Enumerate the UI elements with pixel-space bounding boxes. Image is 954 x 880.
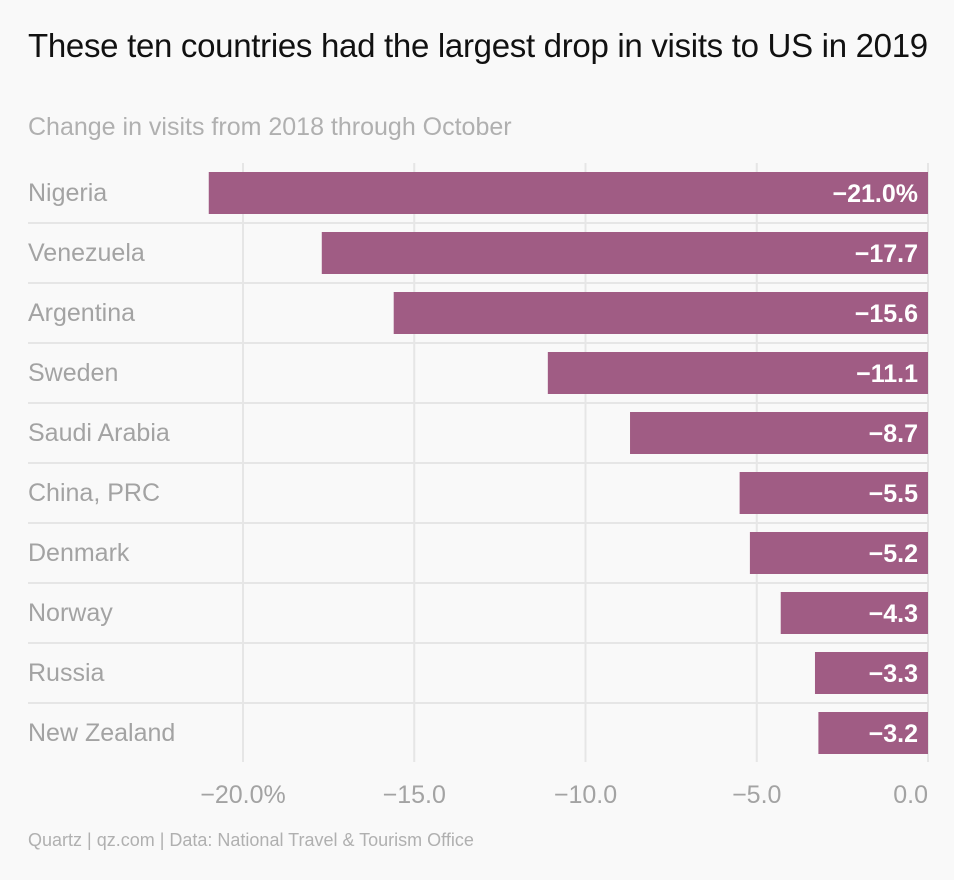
- category-label: China, PRC: [28, 479, 160, 507]
- bar: [739, 472, 928, 514]
- category-label: Russia: [28, 659, 105, 687]
- category-label: New Zealand: [28, 719, 175, 747]
- category-label: Saudi Arabia: [28, 419, 170, 447]
- bar: [749, 532, 928, 574]
- category-label: Sweden: [28, 359, 118, 387]
- bar: [393, 292, 928, 334]
- x-tick-label: 0.0: [893, 781, 928, 809]
- bar: [208, 172, 928, 214]
- source-footer: Quartz | qz.com | Data: National Travel …: [28, 830, 474, 850]
- category-label: Argentina: [28, 299, 135, 327]
- value-label: −21.0%: [833, 180, 919, 208]
- value-label: −4.3: [869, 600, 918, 628]
- bar: [321, 232, 928, 274]
- x-tick-label: −15.0: [383, 781, 446, 809]
- category-label: Norway: [28, 599, 113, 627]
- bar: [818, 712, 928, 754]
- x-tick-label: −10.0: [554, 781, 617, 809]
- value-label: −8.7: [869, 420, 918, 448]
- x-tick-label: −5.0: [732, 781, 781, 809]
- value-label: −3.3: [869, 660, 918, 688]
- bar: [547, 352, 928, 394]
- category-label: Venezuela: [28, 239, 145, 267]
- value-label: −3.2: [869, 720, 918, 748]
- value-label: −5.5: [869, 480, 918, 508]
- chart-subtitle: Change in visits from 2018 through Octob…: [28, 113, 512, 141]
- value-label: −17.7: [855, 240, 918, 268]
- value-label: −15.6: [855, 300, 918, 328]
- x-tick-label: −20.0%: [200, 781, 286, 809]
- category-label: Denmark: [28, 539, 130, 567]
- value-label: −11.1: [856, 360, 918, 388]
- bar: [780, 592, 928, 634]
- chart-title: These ten countries had the largest drop…: [28, 27, 928, 64]
- bar: [814, 652, 928, 694]
- value-label: −5.2: [869, 540, 918, 568]
- bar: [630, 412, 928, 454]
- category-label: Nigeria: [28, 179, 107, 207]
